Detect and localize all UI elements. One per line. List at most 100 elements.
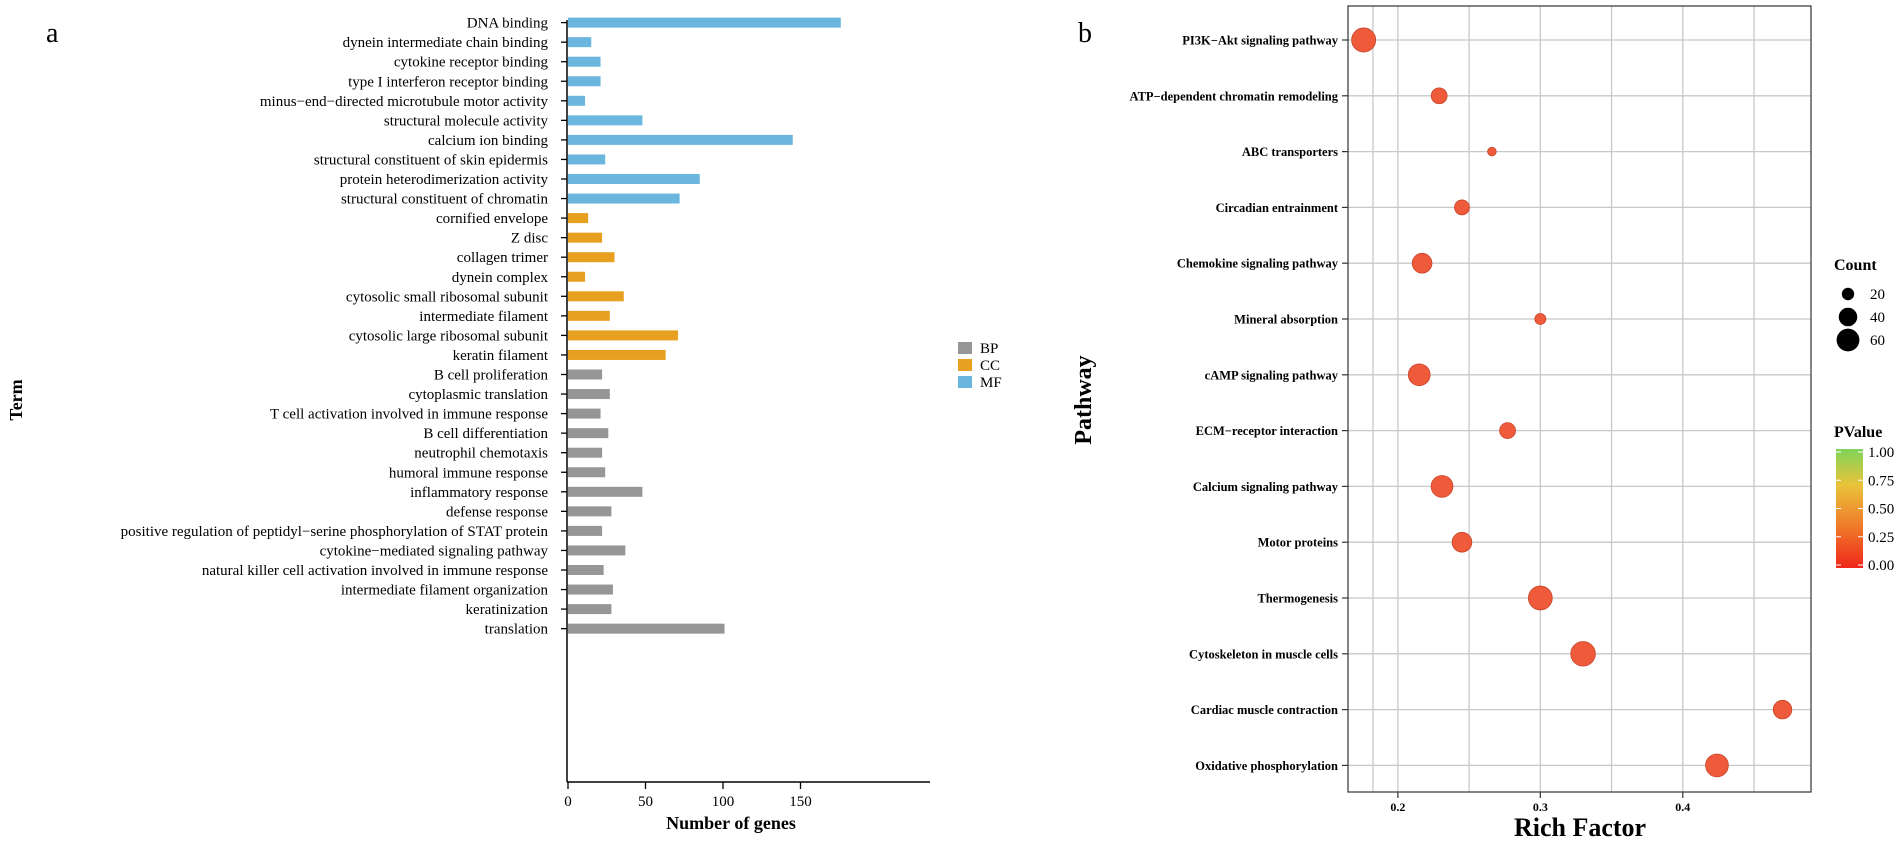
bar — [568, 76, 601, 87]
pathway-label: Mineral absorption — [1234, 313, 1338, 327]
pvalue-legend-label: 0.50 — [1868, 502, 1894, 518]
count-legend-title: Count — [1834, 257, 1877, 274]
term-label: Z disc — [511, 231, 548, 247]
x-axis-title: Number of genes — [666, 813, 796, 833]
term-label: keratinization — [466, 602, 549, 618]
bar — [568, 252, 615, 263]
bar — [568, 310, 610, 321]
plot-area — [1348, 6, 1811, 792]
pvalue-legend-label: 1.00 — [1868, 445, 1894, 461]
bubble — [1772, 699, 1793, 720]
term-label: cytosolic large ribosomal subunit — [349, 328, 549, 344]
count-legend: 20 40 60 — [1836, 287, 1885, 352]
pathway-label: Thermogenesis — [1257, 592, 1338, 606]
legend-swatch — [958, 359, 972, 371]
bubble — [1705, 753, 1729, 778]
term-label: natural killer cell activation involved … — [202, 563, 548, 579]
bar — [568, 174, 700, 184]
bar — [568, 330, 679, 341]
count-legend-label: 40 — [1870, 310, 1885, 326]
bar — [568, 447, 603, 458]
bar — [568, 545, 626, 556]
term-label: protein heterodimerization activity — [340, 172, 549, 188]
bubble — [1351, 27, 1377, 53]
bar — [568, 565, 604, 575]
pvalue-legend-label: 0.75 — [1868, 473, 1894, 489]
bar — [568, 271, 586, 282]
pvalue-legend-label: 0.25 — [1868, 530, 1894, 546]
grid-lines — [1348, 6, 1811, 792]
bar — [568, 291, 624, 302]
pvalue-legend-title: PValue — [1834, 424, 1882, 441]
bubble — [1407, 363, 1431, 387]
x-ticks: 0 50 100 150 — [564, 782, 812, 810]
bar — [568, 389, 610, 400]
term-label: translation — [485, 622, 549, 638]
bubbles — [1351, 27, 1793, 778]
x-tick-label: 50 — [638, 794, 653, 810]
panel-a-bar-chart: a DNA binding dynein intermediate chain b… — [6, 16, 1002, 833]
pathway-label: ATP−dependent chromatin remodeling — [1129, 89, 1338, 103]
term-label: intermediate filament organization — [341, 583, 549, 599]
pathway-label: Chemokine signaling pathway — [1177, 257, 1339, 271]
legend-label: CC — [980, 358, 1000, 374]
pathway-label: cAMP signaling pathway — [1205, 368, 1339, 382]
bar — [568, 37, 592, 48]
x-tick-label: 0 — [564, 794, 572, 810]
term-label: positive regulation of peptidyl−serine p… — [121, 524, 549, 540]
bubble — [1430, 475, 1454, 498]
bar — [568, 56, 601, 67]
legend-swatch — [958, 376, 972, 388]
count-legend-label: 20 — [1870, 287, 1885, 303]
bubble — [1411, 252, 1433, 274]
bar — [568, 369, 603, 380]
bar — [568, 17, 841, 28]
bar — [568, 193, 680, 204]
count-legend-dot — [1841, 287, 1855, 301]
pathway-label: Oxidative phosphorylation — [1195, 759, 1338, 773]
term-label: calcium ion binding — [428, 133, 548, 149]
term-label: cornified envelope — [436, 211, 548, 227]
bubble — [1527, 585, 1553, 611]
term-label: humoral immune response — [389, 465, 548, 481]
x-ticks: 0.2 0.3 0.4 — [1390, 792, 1690, 814]
term-label: structural constituent of chromatin — [341, 192, 549, 208]
panel-a-letter: a — [46, 18, 59, 49]
bubble — [1487, 146, 1497, 157]
bar — [568, 134, 793, 145]
term-label: structural molecule activity — [384, 113, 549, 129]
pathway-label: Circadian entrainment — [1216, 201, 1339, 215]
pathway-label: Calcium signaling pathway — [1193, 480, 1339, 494]
term-label: minus−end−directed microtubule motor act… — [260, 94, 549, 110]
legend-label: MF — [980, 375, 1002, 391]
bar — [568, 349, 666, 360]
term-label: cytosolic small ribosomal subunit — [346, 289, 549, 305]
bar — [568, 623, 725, 634]
term-label: inflammatory response — [410, 485, 548, 501]
bar — [568, 408, 601, 419]
pathway-labels: PI3K−Akt signaling pathway ATP−dependent … — [1129, 34, 1348, 773]
pathway-label: Cytoskeleton in muscle cells — [1189, 647, 1338, 661]
pvalue-legend-ticks: 1.00 0.75 0.50 0.25 0.00 — [1836, 445, 1894, 574]
term-label: B cell proliferation — [434, 368, 549, 384]
x-tick-label: 0.2 — [1390, 800, 1405, 814]
pvalue-legend-label: 0.00 — [1868, 558, 1894, 574]
panel-b-letter: b — [1078, 18, 1092, 49]
bar — [568, 154, 606, 165]
pathway-label: Motor proteins — [1258, 536, 1339, 550]
term-label: intermediate filament — [419, 309, 549, 325]
term-label: cytoplasmic translation — [408, 387, 548, 403]
term-label: keratin filament — [453, 348, 549, 364]
term-label: collagen trimer — [457, 250, 548, 266]
term-label: dynein intermediate chain binding — [343, 35, 549, 51]
bar — [568, 428, 609, 439]
bar — [568, 115, 643, 126]
legend-swatch — [958, 342, 972, 354]
x-axis-title: Rich Factor — [1514, 813, 1646, 841]
term-label: defense response — [446, 504, 548, 520]
bar-series — [568, 17, 841, 634]
term-label: cytokine receptor binding — [394, 55, 549, 71]
bubble — [1499, 422, 1516, 439]
